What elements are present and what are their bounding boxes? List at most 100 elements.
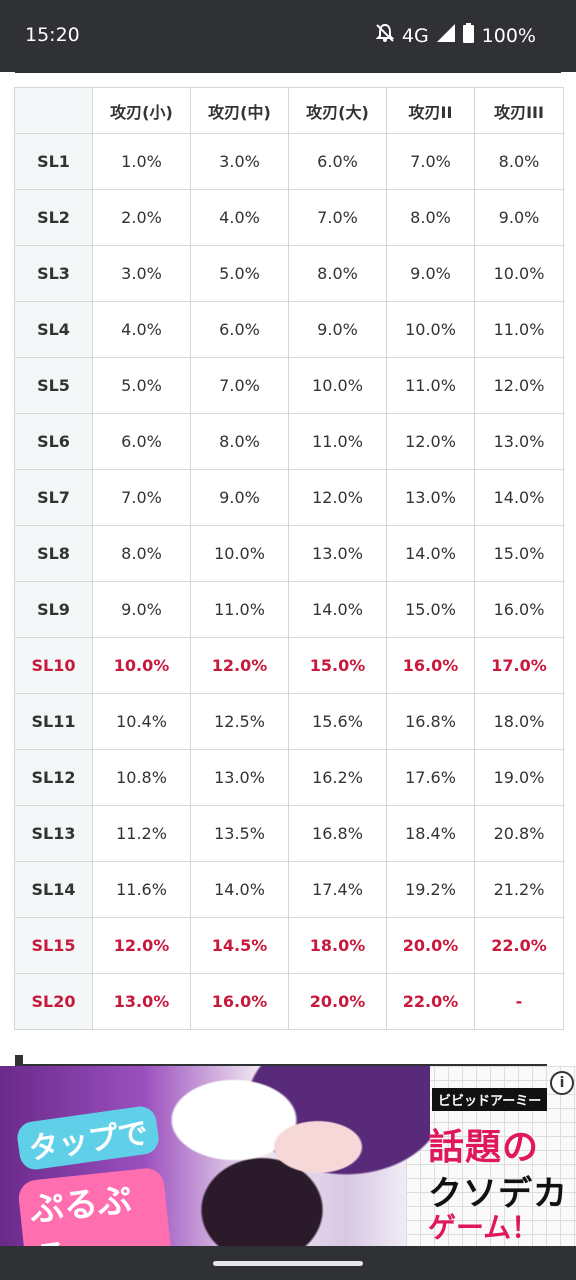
- table-cell: 4.0%: [190, 189, 289, 246]
- table-cell: 18.4%: [386, 805, 475, 862]
- table-cell: 10.0%: [386, 301, 475, 358]
- table-cell: 6.0%: [190, 301, 289, 358]
- table-header-row: 攻刃(小) 攻刃(中) 攻刃(大) 攻刃II 攻刃III: [14, 87, 564, 134]
- status-icons: 4G 100%: [375, 23, 536, 48]
- notifications-off-icon: [375, 23, 395, 48]
- table-cell: 9.0%: [190, 469, 289, 526]
- table-cell: 7.0%: [190, 357, 289, 414]
- table-cell: 7.0%: [386, 133, 475, 190]
- ad-headline-2: クソデカ: [428, 1174, 568, 1214]
- table-row: SL15 12.0% 14.5% 18.0% 20.0% 22.0%: [14, 917, 564, 974]
- table-cell: 21.2%: [474, 861, 564, 918]
- column-header: 攻刃(小): [92, 87, 191, 134]
- row-header: SL2: [14, 189, 93, 246]
- table-row: SL9 9.0% 11.0% 14.0% 15.0% 16.0%: [14, 581, 564, 638]
- table-cell: 22.0%: [474, 917, 564, 974]
- table-cell: 6.0%: [288, 133, 387, 190]
- table-cell: 5.0%: [190, 245, 289, 302]
- table-cell: 12.0%: [386, 413, 475, 470]
- header-divider: [15, 70, 561, 73]
- table-cell: 9.0%: [92, 581, 191, 638]
- row-header: SL7: [14, 469, 93, 526]
- table-cell: 12.0%: [92, 917, 191, 974]
- table-cell: 11.6%: [92, 861, 191, 918]
- table-row: SL10 10.0% 12.0% 15.0% 16.0% 17.0%: [14, 637, 564, 694]
- table-cell: 1.0%: [92, 133, 191, 190]
- table-cell: 11.0%: [474, 301, 564, 358]
- table-cell: 12.0%: [474, 357, 564, 414]
- ad-tap-line2: ぷるぷる: [17, 1166, 173, 1246]
- ad-grid-background: [406, 1066, 576, 1246]
- table-cell: 20.8%: [474, 805, 564, 862]
- table-cell: 22.0%: [386, 973, 475, 1030]
- ad-marker: [15, 1055, 23, 1067]
- table-row: SL20 13.0% 16.0% 20.0% 22.0% -: [14, 973, 564, 1030]
- table-cell: 15.0%: [386, 581, 475, 638]
- table-cell: 6.0%: [92, 413, 191, 470]
- table-cell: 7.0%: [92, 469, 191, 526]
- row-header: SL6: [14, 413, 93, 470]
- table-cell: 16.0%: [474, 581, 564, 638]
- table-cell: 11.0%: [386, 357, 475, 414]
- row-header: SL13: [14, 805, 93, 862]
- table-row: SL12 10.8% 13.0% 16.2% 17.6% 19.0%: [14, 749, 564, 806]
- row-header: SL1: [14, 133, 93, 190]
- ad-top-line: [23, 1064, 547, 1066]
- table-cell: 8.0%: [288, 245, 387, 302]
- row-header: SL4: [14, 301, 93, 358]
- table-row: SL4 4.0% 6.0% 9.0% 10.0% 11.0%: [14, 301, 564, 358]
- ad-banner[interactable]: タップで ぷるぷる ビビッドアーミー i 話題の クソデカ ゲーム！: [0, 1066, 576, 1246]
- table-cell: 5.0%: [92, 357, 191, 414]
- table-cell: 13.0%: [92, 973, 191, 1030]
- network-type: 4G: [401, 24, 429, 47]
- row-header: SL5: [14, 357, 93, 414]
- table-cell: 10.4%: [92, 693, 191, 750]
- ad-info-icon[interactable]: i: [550, 1071, 574, 1095]
- column-header: 攻刃(大): [288, 87, 387, 134]
- row-header: SL15: [14, 917, 93, 974]
- table-cell: 14.5%: [190, 917, 289, 974]
- ad-headline-3: ゲーム！: [428, 1211, 540, 1244]
- table-cell: 3.0%: [92, 245, 191, 302]
- table-cell: 8.0%: [190, 413, 289, 470]
- table-row: SL8 8.0% 10.0% 13.0% 14.0% 15.0%: [14, 525, 564, 582]
- table-cell: 12.0%: [190, 637, 289, 694]
- table-cell: 15.6%: [288, 693, 387, 750]
- column-header: 攻刃II: [386, 87, 475, 134]
- battery-level: 100%: [481, 24, 536, 47]
- table-cell: 10.0%: [474, 245, 564, 302]
- table-row: SL7 7.0% 9.0% 12.0% 13.0% 14.0%: [14, 469, 564, 526]
- table-cell: 11.0%: [288, 413, 387, 470]
- table-cell: 16.8%: [386, 693, 475, 750]
- ad-character-illustration: [150, 1066, 430, 1246]
- row-header: SL3: [14, 245, 93, 302]
- table-cell: 10.0%: [190, 525, 289, 582]
- table-row: SL3 3.0% 5.0% 8.0% 9.0% 10.0%: [14, 245, 564, 302]
- table-cell: 11.2%: [92, 805, 191, 862]
- table-cell: 16.0%: [386, 637, 475, 694]
- table-cell: 10.0%: [288, 357, 387, 414]
- table-cell: 2.0%: [92, 189, 191, 246]
- row-header: SL9: [14, 581, 93, 638]
- ad-headline-1: 話題の: [428, 1126, 540, 1168]
- signal-icon: [436, 24, 455, 47]
- table-cell: 20.0%: [386, 917, 475, 974]
- table-row: SL14 11.6% 14.0% 17.4% 19.2% 21.2%: [14, 861, 564, 918]
- table-cell: 15.0%: [288, 637, 387, 694]
- table-cell: 17.6%: [386, 749, 475, 806]
- table-cell: 9.0%: [386, 245, 475, 302]
- table-cell: 13.5%: [190, 805, 289, 862]
- row-header: SL12: [14, 749, 93, 806]
- table-cell: 7.0%: [288, 189, 387, 246]
- ad-tap-badge: タップで ぷるぷる: [8, 1104, 173, 1246]
- table-cell: 9.0%: [474, 189, 564, 246]
- status-time: 15:20: [25, 24, 80, 46]
- table-row: SL6 6.0% 8.0% 11.0% 12.0% 13.0%: [14, 413, 564, 470]
- table-cell: 12.0%: [288, 469, 387, 526]
- home-gesture-handle[interactable]: [213, 1261, 363, 1266]
- table-cell: -: [474, 973, 564, 1030]
- table-row: SL2 2.0% 4.0% 7.0% 8.0% 9.0%: [14, 189, 564, 246]
- table-cell: 16.0%: [190, 973, 289, 1030]
- table-cell: 15.0%: [474, 525, 564, 582]
- table-row: SL5 5.0% 7.0% 10.0% 11.0% 12.0%: [14, 357, 564, 414]
